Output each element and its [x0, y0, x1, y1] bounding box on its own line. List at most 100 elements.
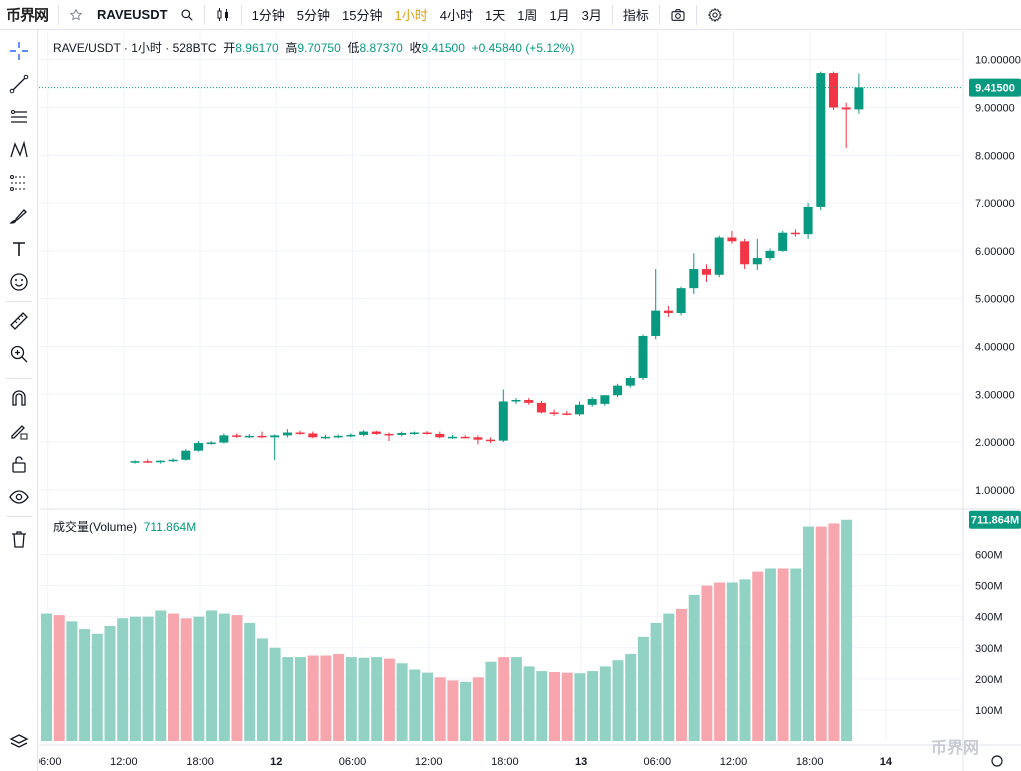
candle-body [536, 402, 546, 413]
volume-bar [460, 681, 472, 741]
volume-bar [256, 638, 268, 741]
symbol-name[interactable]: RAVEUSDT [97, 7, 168, 22]
interval-1w-button[interactable]: 1周 [517, 8, 538, 23]
price-tick-label: 4.00000 [975, 341, 1015, 353]
volume-bar [282, 657, 294, 741]
indicators-button[interactable]: 指标 [622, 8, 649, 23]
divider [658, 4, 660, 25]
candle-body [562, 413, 572, 415]
volume-bar [828, 523, 840, 741]
volume-tick-label: 600M [975, 550, 1003, 562]
favorite-star-icon[interactable] [63, 2, 89, 28]
volume-bar [371, 657, 383, 741]
price-tick-label: 5.00000 [975, 294, 1015, 306]
volume-bar [307, 655, 319, 741]
ruler-icon[interactable] [6, 308, 32, 334]
volume-bar [764, 568, 776, 741]
interval-4h-button[interactable]: 4小时 [439, 8, 473, 23]
text-tool-icon[interactable] [6, 236, 32, 262]
trash-icon[interactable] [6, 526, 32, 552]
candle-body [638, 335, 648, 379]
candle-body [435, 433, 445, 438]
time-tick-label: 12 [270, 756, 282, 768]
volume-bar [841, 519, 853, 741]
candle-body [321, 436, 330, 439]
time-tick-label: 18:00 [186, 756, 214, 768]
interval-1h-button[interactable]: 1小时 [394, 8, 428, 23]
time-tick-label: 14 [880, 756, 893, 768]
price-tick-label: 3.00000 [975, 389, 1015, 401]
volume-bar [587, 671, 599, 741]
lock-icon[interactable] [6, 451, 32, 477]
volume-value: 711.864M [143, 520, 197, 534]
divider [203, 4, 205, 25]
watermark: 币界网 [931, 739, 979, 757]
price-tick-label: 2.00000 [975, 437, 1015, 449]
interval-15m-button[interactable]: 15分钟 [342, 8, 383, 23]
candle-body [714, 237, 724, 275]
candle-body [270, 435, 280, 438]
volume-bar [510, 657, 522, 741]
candle-body [663, 310, 673, 314]
volume-bar [688, 594, 700, 741]
candle-body [422, 432, 432, 435]
price-tick-label: 10.00000 [975, 55, 1021, 67]
magnet-icon[interactable] [6, 385, 32, 411]
gear-icon[interactable] [701, 2, 729, 28]
volume-bar [752, 571, 764, 741]
candle-body [486, 439, 496, 442]
last-price-tag-label: 9.41500 [975, 83, 1015, 95]
volume-bar [637, 636, 649, 741]
volume-bar [612, 660, 624, 741]
chart-area[interactable]: 10.00000 9.00000 8.00000 7.00000 6.00000 5.00… [34, 31, 1021, 771]
layers-icon[interactable] [6, 729, 32, 755]
camera-icon[interactable] [664, 2, 692, 28]
time-tick-label: 06:00 [39, 756, 61, 768]
horizontal-lines-icon[interactable] [6, 104, 32, 130]
candle-body [168, 459, 178, 462]
time-tick-label: 12:00 [415, 756, 443, 768]
search-icon[interactable] [174, 2, 200, 28]
lock-pencil-icon[interactable] [6, 418, 32, 444]
candle-body [194, 443, 203, 451]
volume-legend: 成交量(Volume) 711.864M [53, 518, 196, 535]
candle-body [511, 400, 521, 402]
divider [58, 4, 60, 25]
candle-body [473, 437, 483, 440]
emoji-icon[interactable] [6, 269, 32, 295]
trend-line-icon[interactable] [6, 71, 32, 97]
candle-body [829, 73, 838, 108]
last-price-tag [969, 78, 1021, 97]
volume-bar [625, 653, 637, 741]
volume-bar [523, 666, 535, 741]
chart-type-candles-icon[interactable] [209, 2, 237, 28]
interval-5m-button[interactable]: 5分钟 [296, 8, 331, 23]
candle-body [143, 461, 153, 463]
candle-body [778, 232, 788, 251]
crosshair-icon[interactable] [6, 38, 32, 64]
brush-icon[interactable] [6, 203, 32, 229]
volume-bar [358, 657, 370, 741]
eye-icon[interactable] [6, 484, 32, 510]
interval-1d-button[interactable]: 1天 [484, 8, 506, 23]
logo: 币界网 [6, 7, 49, 24]
close-label: 收 [409, 41, 422, 55]
pattern-icon[interactable] [6, 137, 32, 163]
interval-1m-button[interactable]: 1分钟 [251, 8, 285, 23]
interval-1mo-button[interactable]: 1月 [549, 8, 570, 23]
candle-body [206, 442, 216, 445]
candle-body [219, 435, 229, 443]
divider [6, 378, 32, 379]
candle-body [575, 404, 584, 415]
chart-svg[interactable]: 10.00000 9.00000 8.00000 7.00000 6.00000 5.00… [34, 31, 1021, 771]
candle-body [371, 431, 381, 434]
interval-3mo-button[interactable]: 3月 [581, 8, 602, 23]
drawing-toolbar [0, 30, 38, 771]
price-legend: RAVE/USDT · 1小时 · 528BTC 开8.96170 高9.707… [53, 39, 574, 56]
price-tick-label: 1.00000 [975, 485, 1015, 497]
time-tick-label: 12:00 [110, 756, 138, 768]
fib-icon[interactable] [6, 170, 32, 196]
volume-bar [53, 615, 65, 741]
zoom-in-icon[interactable] [6, 341, 32, 367]
